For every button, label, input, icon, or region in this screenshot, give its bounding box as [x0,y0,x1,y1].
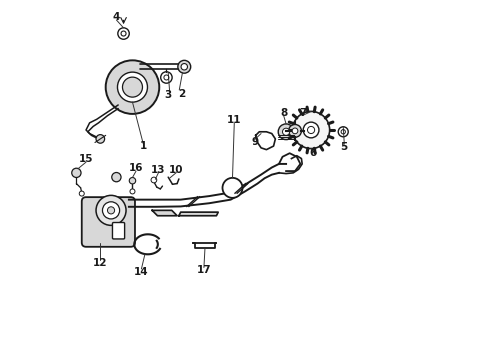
Text: 16: 16 [129,163,143,173]
Text: 2: 2 [178,89,185,99]
Circle shape [303,122,319,138]
Text: 3: 3 [165,90,172,100]
Circle shape [102,202,120,219]
Text: 10: 10 [169,165,184,175]
Text: 4: 4 [113,13,120,22]
Text: 13: 13 [151,165,166,175]
Polygon shape [152,210,177,216]
Text: 15: 15 [79,154,93,164]
Circle shape [129,177,136,184]
Circle shape [96,135,104,143]
Text: 1: 1 [140,141,147,151]
Circle shape [161,72,172,83]
Circle shape [283,128,290,135]
Circle shape [181,64,188,70]
Circle shape [292,128,298,134]
Circle shape [112,172,121,182]
Circle shape [122,77,143,97]
Circle shape [72,168,81,177]
Text: 14: 14 [134,267,149,277]
Circle shape [118,28,129,39]
Circle shape [79,191,84,196]
Text: 11: 11 [227,115,242,125]
Circle shape [107,207,115,214]
Text: 6: 6 [309,148,317,158]
Text: 8: 8 [280,108,287,118]
Text: 9: 9 [251,137,258,147]
Circle shape [96,195,126,225]
Circle shape [338,127,348,137]
Circle shape [278,124,294,140]
Circle shape [130,189,135,194]
Text: 12: 12 [93,258,108,268]
Circle shape [106,60,159,114]
Circle shape [151,177,157,183]
Text: 5: 5 [341,142,348,152]
Text: 7: 7 [299,108,307,118]
Text: 17: 17 [196,265,211,275]
Polygon shape [179,212,218,216]
Circle shape [222,178,243,198]
Circle shape [118,72,147,102]
FancyBboxPatch shape [113,222,124,239]
Circle shape [289,125,301,137]
Circle shape [293,111,330,149]
FancyBboxPatch shape [82,197,135,247]
Circle shape [178,60,191,73]
